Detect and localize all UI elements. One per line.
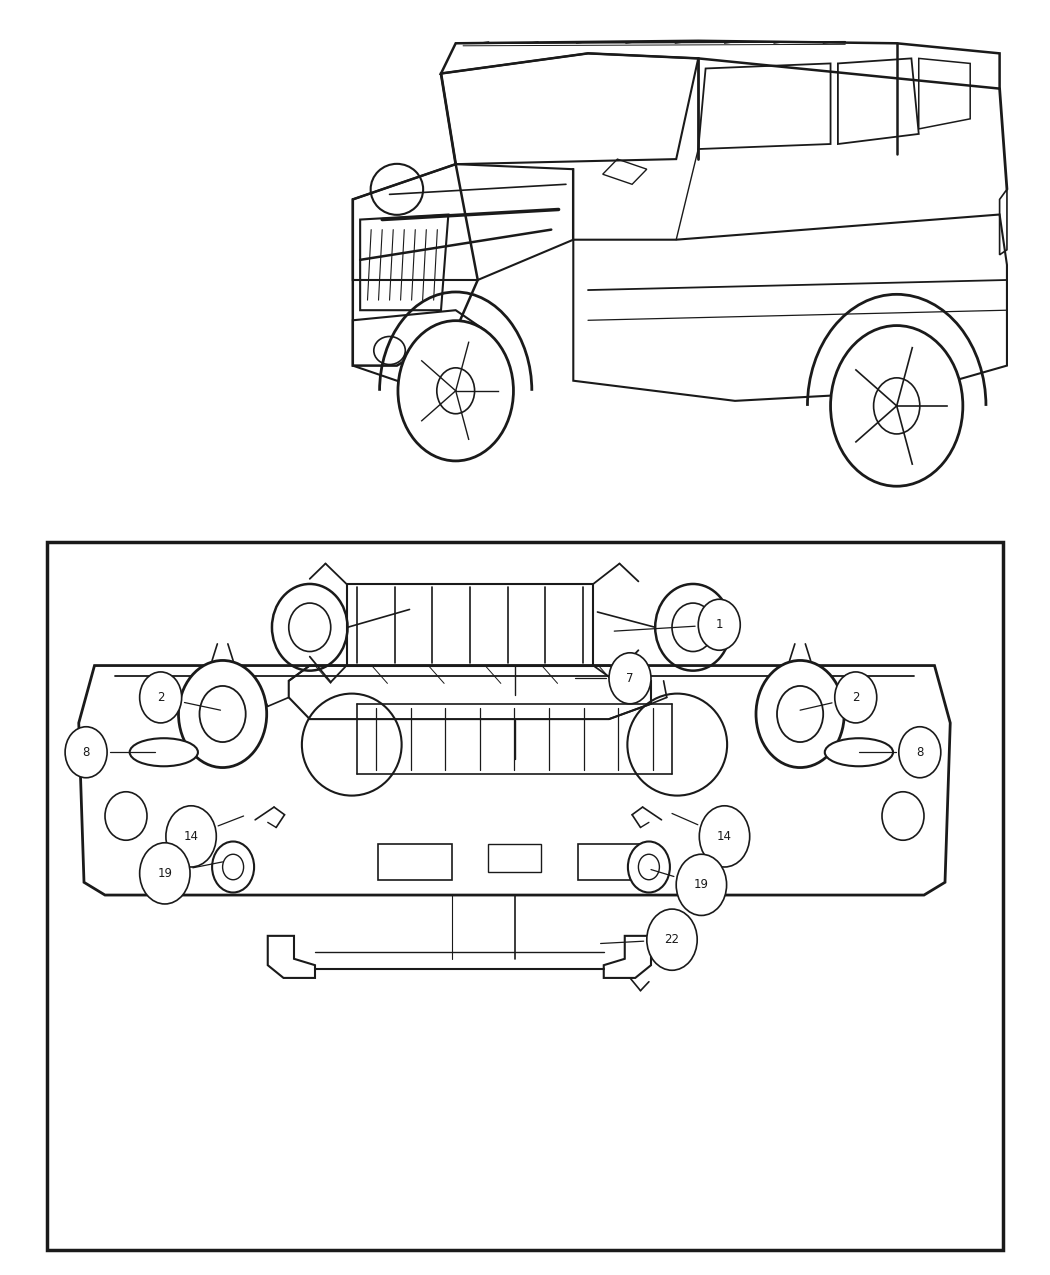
Circle shape xyxy=(166,806,216,867)
Circle shape xyxy=(698,599,740,650)
Ellipse shape xyxy=(825,738,892,766)
Circle shape xyxy=(628,842,670,892)
Circle shape xyxy=(647,909,697,970)
Text: 7: 7 xyxy=(626,672,634,685)
Text: 2: 2 xyxy=(852,691,860,704)
Text: 22: 22 xyxy=(665,933,679,946)
Bar xyxy=(578,844,651,880)
Text: 1: 1 xyxy=(715,618,723,631)
Circle shape xyxy=(212,842,254,892)
Circle shape xyxy=(756,660,844,768)
Text: 14: 14 xyxy=(717,830,732,843)
Circle shape xyxy=(140,672,182,723)
Text: 14: 14 xyxy=(184,830,198,843)
Circle shape xyxy=(178,660,267,768)
Text: 19: 19 xyxy=(158,867,172,880)
Text: 8: 8 xyxy=(916,746,924,759)
Circle shape xyxy=(835,672,877,723)
Circle shape xyxy=(65,727,107,778)
Circle shape xyxy=(676,854,727,915)
Circle shape xyxy=(398,320,513,462)
Circle shape xyxy=(831,325,963,486)
Ellipse shape xyxy=(130,738,197,766)
Text: 2: 2 xyxy=(156,691,165,704)
Text: 19: 19 xyxy=(694,878,709,891)
Bar xyxy=(47,542,1003,1250)
Bar xyxy=(488,844,541,872)
Circle shape xyxy=(140,843,190,904)
Circle shape xyxy=(899,727,941,778)
Circle shape xyxy=(699,806,750,867)
Text: 8: 8 xyxy=(82,746,90,759)
Bar xyxy=(378,844,452,880)
Circle shape xyxy=(609,653,651,704)
